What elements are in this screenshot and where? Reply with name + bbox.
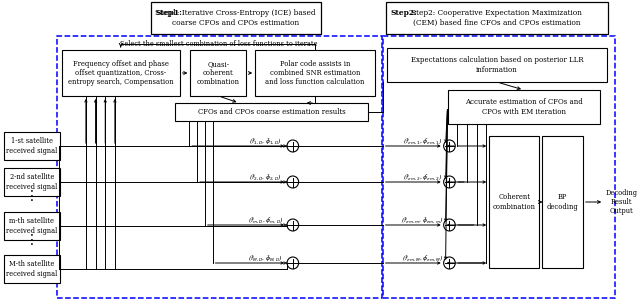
Text: Coherent
combination: Coherent combination <box>493 193 536 211</box>
Bar <box>4 255 60 283</box>
Text: ($\hat{f}_{em,M},\hat{\phi}_{em,M}$): ($\hat{f}_{em,M},\hat{\phi}_{em,M}$) <box>401 254 444 264</box>
Text: ⋮: ⋮ <box>25 189 38 203</box>
Text: M-th satellite
received signal: M-th satellite received signal <box>6 261 58 278</box>
Text: 1-st satellite
received signal: 1-st satellite received signal <box>6 137 58 155</box>
Text: Expectations calculation based on posterior LLR
information: Expectations calculation based on poster… <box>410 57 583 74</box>
Bar <box>190 50 246 96</box>
Bar <box>255 50 375 96</box>
Text: ($\hat{f}_{M,D},\hat{\phi}_{M,D}$): ($\hat{f}_{M,D},\hat{\phi}_{M,D}$) <box>248 254 283 264</box>
Bar <box>4 168 60 196</box>
Text: Quasi-
coherent
combination: Quasi- coherent combination <box>197 60 240 86</box>
Bar <box>542 136 583 268</box>
Text: ($\hat{f}_{2,D},\hat{\phi}_{2,D}$): ($\hat{f}_{2,D},\hat{\phi}_{2,D}$) <box>250 173 282 183</box>
Text: BP
decoding: BP decoding <box>547 193 579 211</box>
Text: ($\hat{f}_{em,1},\hat{\phi}_{em,1}$): ($\hat{f}_{em,1},\hat{\phi}_{em,1}$) <box>403 137 442 147</box>
Text: CFOs and CPOs coarse estimation results: CFOs and CPOs coarse estimation results <box>198 108 346 116</box>
Bar <box>383 36 615 298</box>
Text: Select the smallest combination of loss functions to iterate: Select the smallest combination of loss … <box>120 40 317 48</box>
Text: ($\hat{f}_{m,D},\hat{\phi}_{m,D}$): ($\hat{f}_{m,D},\hat{\phi}_{m,D}$) <box>248 216 284 226</box>
Text: Accurate estimation of CFOs and
CPOs with EM iteration: Accurate estimation of CFOs and CPOs wit… <box>465 98 583 116</box>
Text: coarse CFOs and CPOs estimation: coarse CFOs and CPOs estimation <box>172 19 300 27</box>
Text: ($\hat{f}_{1,D},\hat{\phi}_{1,D}$): ($\hat{f}_{1,D},\hat{\phi}_{1,D}$) <box>250 137 282 147</box>
Bar <box>57 36 382 298</box>
Text: Step2: Cooperative Expectation Maximization: Step2: Cooperative Expectation Maximizat… <box>412 9 582 17</box>
Bar <box>387 48 607 82</box>
Bar <box>61 50 180 96</box>
Bar <box>150 2 321 34</box>
Text: ($\hat{f}_{em,m},\hat{\phi}_{em,m}$): ($\hat{f}_{em,m},\hat{\phi}_{em,m}$) <box>401 216 444 226</box>
Bar <box>4 212 60 240</box>
Bar <box>4 132 60 160</box>
Text: Frequency offset and phase
offset quantization, Cross-
entropy search, Compensat: Frequency offset and phase offset quanti… <box>68 60 173 86</box>
Text: Polar code assists in
combined SNR estimation
and loss function calculation: Polar code assists in combined SNR estim… <box>266 60 365 86</box>
Text: (CEM) based fine CFOs and CPOs estimation: (CEM) based fine CFOs and CPOs estimatio… <box>413 19 580 27</box>
Bar <box>386 2 608 34</box>
Text: ($\hat{f}_{em,2},\hat{\phi}_{em,2}$): ($\hat{f}_{em,2},\hat{\phi}_{em,2}$) <box>403 173 442 183</box>
Text: ⋮: ⋮ <box>25 233 38 247</box>
Bar <box>447 90 600 124</box>
Bar <box>489 136 540 268</box>
Text: Step1:: Step1: <box>156 9 182 17</box>
Text: m-th satellite
received signal: m-th satellite received signal <box>6 217 58 235</box>
Text: Decoding
Result
Output: Decoding Result Output <box>605 189 637 215</box>
Text: Step2:: Step2: <box>390 9 417 17</box>
Text: Step1: Iterative Cross-Entropy (ICE) based: Step1: Iterative Cross-Entropy (ICE) bas… <box>156 9 316 17</box>
Text: 2-nd satellite
received signal: 2-nd satellite received signal <box>6 173 58 191</box>
Bar <box>175 103 368 121</box>
